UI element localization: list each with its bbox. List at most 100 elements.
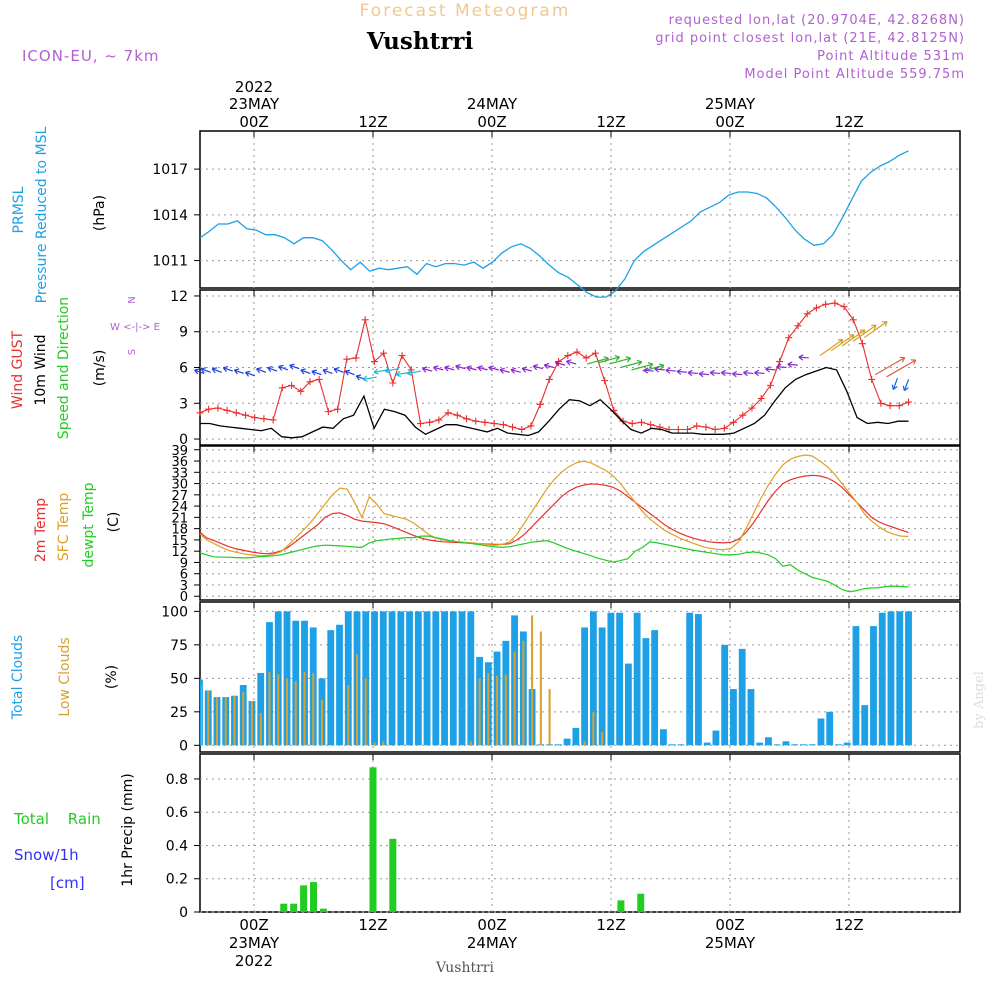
time-label-top: 2022 xyxy=(235,78,273,96)
wind-arrow xyxy=(194,369,205,375)
wind-arrow xyxy=(444,366,455,371)
gust-marker xyxy=(573,348,581,356)
wind-speed-dir-label: Speed and Direction xyxy=(56,297,72,439)
location-title: Vushtrri xyxy=(366,28,474,55)
requested-coords: requested lon,lat (20.9704E, 42.8268N) xyxy=(669,13,965,28)
wind-10m-label: 10m Wind xyxy=(33,334,49,405)
gust-marker xyxy=(196,409,204,417)
panel-frame-pressure xyxy=(199,130,961,289)
ytick-label-wind: 12 xyxy=(170,289,188,305)
wind-arrow xyxy=(223,367,233,372)
gust-marker xyxy=(886,402,894,410)
gust-marker xyxy=(628,420,636,428)
gust-marker xyxy=(748,404,756,412)
low-cloud-bar xyxy=(496,675,499,746)
gust-marker xyxy=(536,400,544,408)
wind-arrow xyxy=(455,365,466,370)
total-cloud-bar xyxy=(336,624,343,746)
low-cloud-bar xyxy=(224,697,227,746)
gust-marker xyxy=(877,399,885,407)
low-cloud-bar xyxy=(469,741,472,746)
compass-south: S xyxy=(127,349,138,355)
wind-arrow xyxy=(267,367,278,372)
gust-marker xyxy=(730,418,738,426)
ytick-label-temperature: 21 xyxy=(171,511,188,526)
rain-bar xyxy=(300,885,308,912)
low-cloud-bar xyxy=(531,615,534,746)
wind-arrow-head xyxy=(625,356,632,363)
rain-bar xyxy=(617,900,625,912)
wind-line xyxy=(200,366,909,439)
low-cloud-bar xyxy=(504,674,507,746)
wind-arrow-head xyxy=(798,354,804,361)
gust-marker xyxy=(564,352,572,360)
wind-arrow xyxy=(765,368,776,371)
time-label-top: 00Z xyxy=(239,113,268,131)
temp-dewpt-line xyxy=(199,535,909,593)
low-cloud-bar xyxy=(592,711,595,746)
wind-arrow xyxy=(466,366,477,371)
ytick-label-temperature: 15 xyxy=(171,534,188,549)
wind-arrow-head xyxy=(871,324,877,331)
wind-arrow xyxy=(245,371,256,377)
total-cloud-bar xyxy=(765,737,772,746)
time-label-bottom: 00Z xyxy=(477,916,506,934)
gust-marker xyxy=(711,426,719,433)
wind-arrow xyxy=(699,373,710,376)
total-cloud-bar xyxy=(730,689,737,746)
low-cloud-bar xyxy=(312,672,315,746)
ytick-label-temperature: 3 xyxy=(180,579,188,594)
low-cloud-bar xyxy=(201,685,202,746)
ytick-label-precip: 0 xyxy=(179,905,188,921)
gust-marker xyxy=(288,381,296,389)
ytick-label-temperature: 0 xyxy=(180,590,188,605)
wind-arrow-head xyxy=(614,354,620,362)
ytick-label-clouds: 0 xyxy=(179,738,188,754)
gust-marker xyxy=(297,387,305,395)
low-cloud-bar xyxy=(259,713,262,746)
time-label-top: 23MAY xyxy=(229,95,280,113)
gust-marker xyxy=(426,418,434,426)
gust-marker xyxy=(757,395,765,402)
time-label-bottom: 12Z xyxy=(596,916,625,934)
wind-arrow-head xyxy=(776,363,782,371)
gust-marker xyxy=(693,422,701,430)
wind-arrow-head xyxy=(709,369,715,377)
wind-arrow-head xyxy=(720,369,726,377)
gust-marker xyxy=(509,423,517,431)
low-cloud-bar xyxy=(487,672,490,746)
time-label-top: 12Z xyxy=(596,113,625,131)
ytick-label-temperature: 33 xyxy=(171,466,188,481)
wind-arrow xyxy=(798,356,809,359)
low-cloud-bar xyxy=(513,651,516,746)
total-cloud-bar xyxy=(554,744,562,746)
total-cloud-bar xyxy=(371,611,378,746)
wind-arrow xyxy=(422,367,433,372)
total-cloud-bar xyxy=(414,611,422,746)
wind-arrow-head xyxy=(698,370,704,378)
wind-arrow-head xyxy=(422,366,428,373)
wind-arrow-head xyxy=(643,367,649,374)
time-label-bottom: 2022 xyxy=(235,952,273,970)
gust-marker xyxy=(840,303,848,311)
point-altitude: Point Altitude 531m xyxy=(817,49,965,64)
wind-arrow-head xyxy=(322,368,329,375)
low-cloud-bar xyxy=(373,742,376,746)
wind-arrow-head xyxy=(300,368,306,375)
panel-frame-temperature xyxy=(199,445,961,601)
wind-arrow-head xyxy=(554,360,561,367)
wind-arrow xyxy=(819,339,844,357)
gust-marker xyxy=(545,375,553,383)
wind-arrow xyxy=(710,371,721,375)
wind-arrow-head xyxy=(902,385,909,392)
compass-west-east: W <-|-> E xyxy=(110,322,160,333)
wind-arrow xyxy=(555,361,566,366)
wind-arrow-head xyxy=(488,365,494,372)
low-cloud-bar xyxy=(382,741,385,746)
wind-arrow xyxy=(344,370,355,376)
wind-arrow xyxy=(362,376,377,381)
wind-arrow-head xyxy=(406,369,413,376)
wind-arrow xyxy=(477,366,488,371)
wind-arrow-head xyxy=(566,359,572,366)
